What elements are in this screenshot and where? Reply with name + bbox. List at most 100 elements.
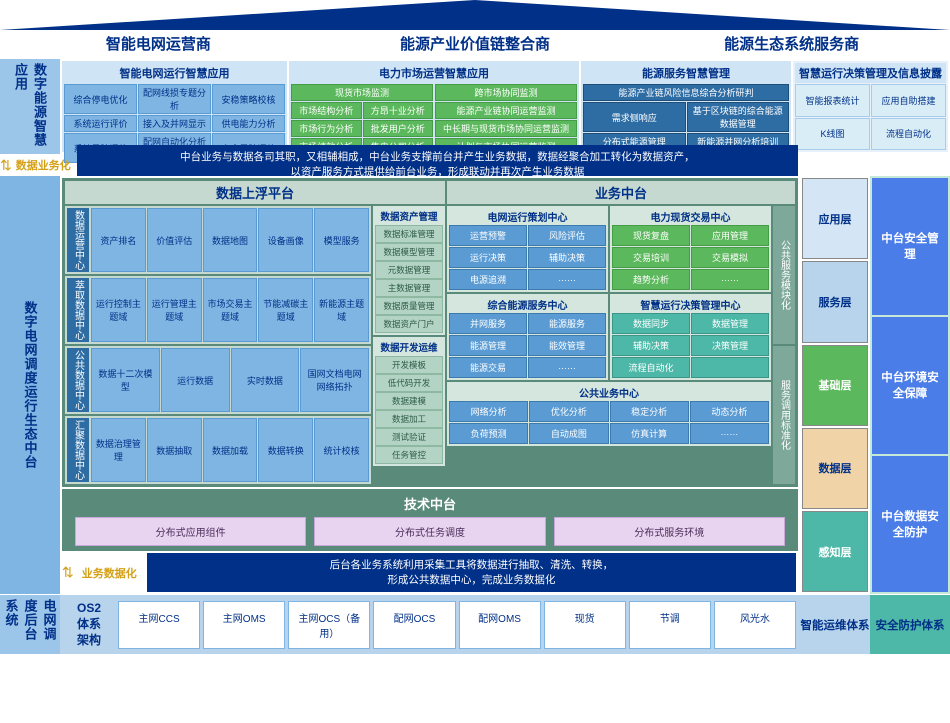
app-col-4: 智慧运行决策管理及信息披露 智能报表统计应用自助搭建K线图流程自动化 (793, 61, 948, 152)
cell: 辅助决策 (528, 247, 606, 268)
cell: 配网线损专题分析 (138, 84, 211, 114)
biz-center: 电网运行策划中心运营预警风险评估运行决策辅助决策电源追溯…… (447, 206, 608, 292)
cell: 节能减碳主题域 (258, 278, 313, 342)
cell: 交易模拟 (691, 247, 769, 268)
cell: 安稳策略校核 (212, 84, 285, 114)
cell: 分布式应用组件 (75, 517, 306, 546)
mid-row: 数字电网调度运行生态中台 数据上浮平台 数据运营中心资产排名价值评估数据地图设备… (0, 176, 950, 594)
cell: 国网文档电网网络拓扑 (300, 348, 369, 412)
cell (691, 357, 769, 378)
os2-label: OS2 体系 架构 (64, 601, 114, 648)
cell: 新能源主题域 (314, 278, 369, 342)
layer-cell: 基础层 (802, 345, 868, 426)
layer-cell: 数据层 (802, 428, 868, 509)
cell: 动态分析 (690, 401, 769, 422)
cell: 中长期与现货市场协同运营监测 (435, 120, 577, 137)
cell: 统计校核 (314, 418, 369, 482)
cell: 市场行为分析 (291, 120, 362, 137)
col1-title: 智能电网运行智慧应用 (64, 63, 285, 83)
cell: 模型服务 (314, 208, 369, 272)
cell: 实时数据 (231, 348, 300, 412)
col3-title: 能源服务智慧管理 (583, 63, 789, 83)
cell: 能源交易 (449, 357, 527, 378)
cell: 现货市场监测 (291, 84, 433, 101)
cell: 主数据管理 (375, 279, 443, 297)
cell: 数据加工 (375, 410, 443, 428)
cell: 跨市场协同监测 (435, 84, 577, 101)
center-title: 综合能源服务中心 (449, 296, 606, 313)
cell: 负荷预测 (449, 423, 528, 444)
biz-vlabel: 公共服务模块化 (773, 206, 795, 344)
cell: 流程自动化 (871, 118, 946, 151)
cell: 分布式服务环境 (554, 517, 785, 546)
cell: 网络分析 (449, 401, 528, 422)
top-headers: 智能电网运营商 能源产业价值链整合商 能源生态系统服务商 (0, 30, 950, 58)
cell: 能效管理 (528, 335, 606, 356)
arrow2-label: 业务数据化 (78, 565, 141, 581)
data-row: 数据运营中心资产排名价值评估数据地图设备画像模型服务 (65, 206, 371, 274)
app-col-3: 能源服务智慧管理 能源产业链风险信息综合分析研判需求侧响应基于区块链的综合能源数… (581, 61, 791, 152)
row-label: 萃取数据中心 (67, 278, 89, 342)
cell: 并网服务 (449, 313, 527, 334)
cell: 数据标准管理 (375, 225, 443, 243)
cell: 数据十二次模型 (91, 348, 160, 412)
mid-side-label: 数字电网调度运行生态中台 (0, 176, 60, 594)
platforms-row: 数据上浮平台 数据运营中心资产排名价值评估数据地图设备画像模型服务萃取数据中心运… (62, 178, 798, 487)
bot-side-label: 电网调度后台系统 (0, 595, 60, 654)
cell: 基于区块链的综合能源数据管理 (687, 102, 790, 132)
cell: 主网OMS (203, 601, 285, 649)
cell: 现货 (544, 601, 626, 649)
cell: 元数据管理 (375, 261, 443, 279)
cell: 配网OMS (459, 601, 541, 649)
cell: 综合停电优化 (64, 84, 137, 114)
row-label: 数据运营中心 (67, 208, 89, 272)
cell: 应用管理 (691, 225, 769, 246)
data-platform: 数据上浮平台 数据运营中心资产排名价值评估数据地图设备画像模型服务萃取数据中心运… (65, 181, 445, 484)
arrow1-label: 数据业务化 (12, 157, 75, 173)
cell: 资产排名 (91, 208, 146, 272)
pub-center: 公共业务中心 网络分析优化分析稳定分析动态分析负荷预测自动成图仿真计算…… (447, 382, 771, 446)
tech-platform: 技术中台 分布式应用组件分布式任务调度分布式服务环境 (62, 489, 798, 551)
roof-shape (0, 0, 950, 30)
cell: 运行控制主题域 (91, 278, 146, 342)
cell: 主网CCS (118, 601, 200, 649)
layer-cell: 感知层 (802, 511, 868, 592)
cell: 智能报表统计 (795, 84, 870, 117)
cell: 交易培训 (612, 247, 690, 268)
cell: 现货复盘 (612, 225, 690, 246)
cell: 数据同步 (612, 313, 690, 334)
cell: 稳定分析 (610, 401, 689, 422)
cell: 价值评估 (147, 208, 202, 272)
cell: 运行数据 (161, 348, 230, 412)
cell: 趋势分析 (612, 269, 690, 290)
arrow-icon-2: ⇅ (62, 564, 74, 581)
cell: 自动成图 (529, 423, 608, 444)
cell: 能源产业链协同运营监测 (435, 102, 577, 119)
row-label: 汇聚数据中心 (67, 418, 89, 482)
cell: 系统运行评价 (64, 115, 137, 132)
row-label: 公共数据中心 (67, 348, 89, 412)
cell: 数据模型管理 (375, 243, 443, 261)
cell: 能源服务 (528, 313, 606, 334)
cell: 分布式任务调度 (314, 517, 545, 546)
bottom-row: 电网调度后台系统 OS2 体系 架构 主网CCS主网OMS主网OCS（备用）配网… (0, 594, 950, 654)
asset-title: 数据资产管理 (375, 208, 443, 224)
header-2: 能源产业价值链整合商 (317, 30, 634, 58)
cell: 辅助决策 (612, 335, 690, 356)
cell: …… (528, 357, 606, 378)
layer-cell: 服务层 (802, 261, 868, 342)
bot-main: OS2 体系 架构 主网CCS主网OMS主网OCS（备用）配网OCS配网OMS现… (60, 595, 800, 654)
cell: 配网OCS (373, 601, 455, 649)
cell: …… (690, 423, 769, 444)
pub-title: 公共业务中心 (449, 384, 769, 401)
cell: 方昂十业分析 (363, 102, 434, 119)
cell: 节调 (629, 601, 711, 649)
data-row: 公共数据中心数据十二次模型运行数据实时数据国网文档电网网络拓扑 (65, 346, 371, 414)
app-row: 数字能源智慧应用 智能电网运行智慧应用 综合停电优化配网线损专题分析安稳策略校核… (0, 58, 950, 154)
cell: 运行管理主题域 (147, 278, 202, 342)
cell: 数据资产门户 (375, 315, 443, 333)
cell: 能源产业链风险信息综合分析研判 (583, 84, 789, 101)
arrow-row-1: ⇅ 数据业务化 中台业务与数据各司其职，又相辅相成，中台业务支撑前台并产生业务数… (0, 154, 950, 176)
cell: 能源管理 (449, 335, 527, 356)
cell: 设备画像 (258, 208, 313, 272)
